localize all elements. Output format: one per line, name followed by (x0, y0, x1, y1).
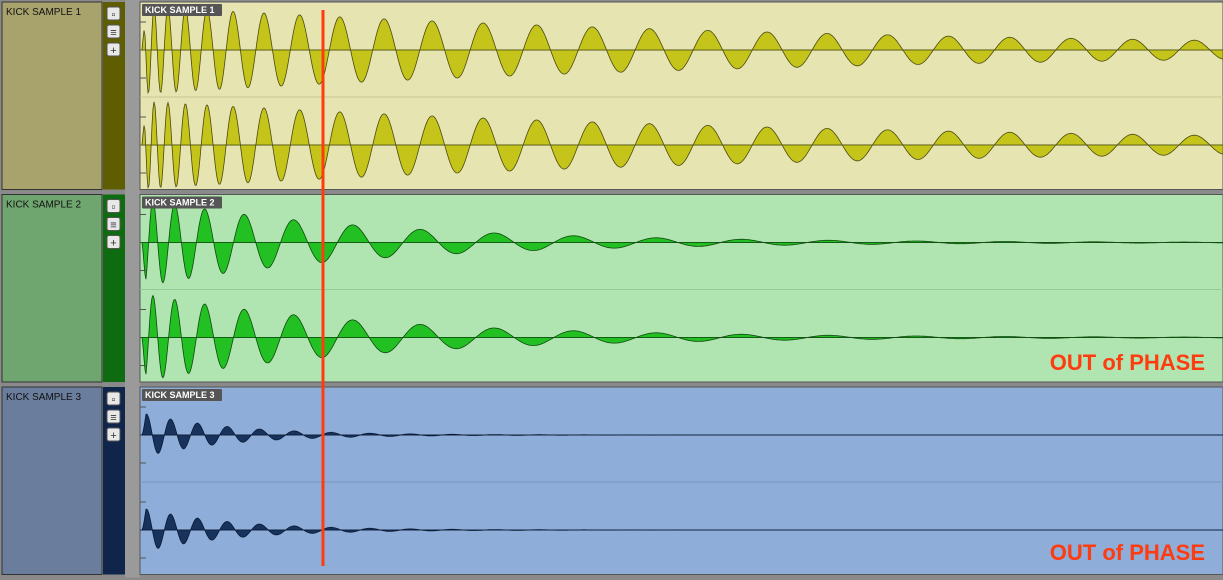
track-gap (125, 385, 140, 578)
button-icon: + (110, 430, 116, 442)
track: KICK SAMPLE 2 ▫ ≡ + KICK SAMPLE 2 (1, 192, 1223, 385)
button-icon: ▫ (112, 202, 116, 214)
clip[interactable] (139, 386, 1223, 575)
button-icon: ≡ (110, 27, 116, 39)
clip-label: KICK SAMPLE 3 (145, 390, 215, 400)
track-button[interactable] (106, 409, 121, 424)
track-name-panel[interactable] (1, 194, 103, 383)
track-button[interactable] (106, 24, 121, 39)
track-button[interactable] (106, 217, 121, 231)
track-button[interactable] (106, 235, 121, 249)
clip-label: KICK SAMPLE 1 (145, 5, 215, 15)
track-gap (125, 192, 140, 385)
button-icon: ≡ (110, 412, 116, 424)
clip-label-bg (142, 196, 222, 209)
clip-label: KICK SAMPLE 2 (145, 198, 215, 208)
button-icon: ▫ (112, 9, 116, 21)
track-gap (125, 0, 140, 193)
clip-label-bg (142, 4, 222, 16)
button-icon: + (110, 45, 116, 57)
annotation: OUT of PHASE (1050, 540, 1205, 565)
track-name: KICK SAMPLE 1 (6, 7, 81, 18)
track-name-panel[interactable] (1, 1, 103, 190)
track: KICK SAMPLE 3 ▫ ≡ + KICK SAMPLE 3 (1, 385, 1223, 578)
annotation: OUT of PHASE (1050, 350, 1205, 375)
clip-label-bg (142, 389, 222, 401)
button-icon: ≡ (110, 220, 116, 232)
track-name: KICK SAMPLE 2 (6, 200, 81, 211)
track-button[interactable] (106, 6, 121, 21)
track-button[interactable] (106, 199, 121, 213)
track-button[interactable] (106, 427, 121, 442)
track-button[interactable] (106, 391, 121, 406)
track-name: KICK SAMPLE 3 (6, 392, 81, 403)
track-name-panel[interactable] (1, 386, 103, 575)
button-icon: + (110, 238, 116, 250)
button-icon: ▫ (112, 394, 116, 406)
track: KICK SAMPLE 1 ▫ ≡ + KICK SAMPLE 1 (1, 0, 1223, 193)
track-button[interactable] (106, 42, 121, 57)
